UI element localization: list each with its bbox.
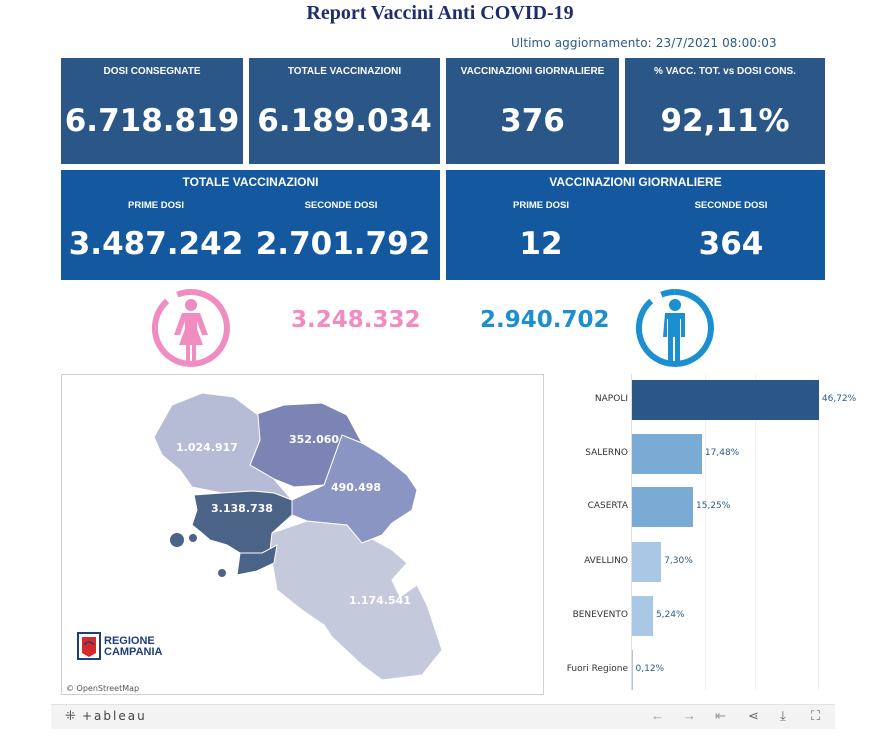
chart-gridline bbox=[705, 374, 706, 690]
logo-line1: REGIONE bbox=[104, 635, 155, 647]
kpi-value: 6.718.819 bbox=[64, 103, 240, 139]
male-count: 2.940.702 bbox=[480, 307, 610, 333]
bar-value-label: 0,12% bbox=[635, 664, 665, 674]
province-bar-chart: NAPOLI 46,72% SALERNO 17,48% CASERTA 15,25% AV… bbox=[550, 374, 856, 694]
bar-value-label: 46,72% bbox=[821, 394, 857, 404]
chart-axis-line bbox=[631, 374, 632, 690]
seconde-dosi-label: SECONDE DOSI bbox=[694, 200, 768, 211]
bar-label: Fuori Regione bbox=[566, 664, 628, 674]
bar[interactable] bbox=[632, 650, 633, 690]
bar-value-label: 17,48% bbox=[704, 448, 740, 458]
page-title: Report Vaccini Anti COVID-19 bbox=[306, 2, 574, 24]
prime-dosi-value: 3.487.242 bbox=[68, 226, 244, 262]
bar-label: NAPOLI bbox=[594, 394, 628, 404]
vaccinazioni-giornaliere-box: VACCINAZIONI GIORNALIERE PRIME DOSI SECO… bbox=[446, 170, 825, 280]
kpi-value: 92,11% bbox=[660, 103, 790, 139]
kpi-totale-vaccinazioni: TOTALE VACCINAZIONI 6.189.034 bbox=[249, 58, 440, 164]
download-icon[interactable]: ⤓ bbox=[780, 708, 786, 723]
map-panel[interactable]: 1.024.917 352.060 490.498 3.138.738 1.17… bbox=[61, 374, 544, 695]
kpi-label: DOSI CONSEGNATE bbox=[103, 66, 201, 77]
bar-value-label: 7,30% bbox=[664, 556, 693, 566]
province-salerno bbox=[269, 520, 443, 681]
bar[interactable] bbox=[632, 542, 662, 582]
label-salerno: 1.174.541 bbox=[349, 594, 411, 607]
seconde-dosi-value: 364 bbox=[698, 226, 764, 262]
bar-value-label: 5,24% bbox=[655, 610, 685, 620]
label-caserta: 1.024.917 bbox=[176, 441, 238, 454]
kpi-value: 376 bbox=[500, 103, 565, 139]
label-benevento: 352.060 bbox=[289, 433, 339, 446]
bar[interactable] bbox=[632, 596, 653, 636]
chart-gridline bbox=[818, 374, 819, 690]
undo-icon[interactable]: ← bbox=[651, 708, 664, 723]
box-header: TOTALE VACCINAZIONI bbox=[182, 175, 319, 189]
kpi-label: TOTALE VACCINAZIONI bbox=[287, 66, 402, 77]
bar[interactable] bbox=[632, 380, 819, 420]
seconde-dosi-value: 2.701.792 bbox=[255, 226, 431, 262]
totale-vaccinazioni-box: TOTALE VACCINAZIONI PRIME DOSI SECONDE D… bbox=[61, 170, 440, 280]
kpi-value: 6.189.034 bbox=[257, 103, 432, 139]
seconde-dosi-label: SECONDE DOSI bbox=[304, 200, 378, 211]
kpi-percentuale: % VACC. TOT. vs DOSI CONS. 92,11% bbox=[625, 58, 825, 164]
label-avellino: 490.498 bbox=[331, 481, 381, 494]
bar-label: CASERTA bbox=[587, 501, 628, 511]
regione-campania-logo: REGIONE CAMPANIA bbox=[77, 632, 163, 660]
fullscreen-icon[interactable]: ⛶ bbox=[811, 708, 821, 723]
bar-label: AVELLINO bbox=[584, 556, 628, 566]
female-count: 3.248.332 bbox=[291, 307, 421, 333]
label-napoli: 3.138.738 bbox=[211, 502, 273, 515]
bar-label: SALERNO bbox=[585, 448, 628, 458]
campania-map[interactable]: 1.024.917 352.060 490.498 3.138.738 1.17… bbox=[62, 375, 543, 694]
logo-line2: CAMPANIA bbox=[104, 646, 163, 658]
female-icon bbox=[152, 289, 230, 367]
revert-icon[interactable]: ⇤ bbox=[715, 708, 726, 723]
redo-icon[interactable]: → bbox=[683, 708, 696, 723]
kpi-label: VACCINAZIONI GIORNALIERE bbox=[460, 66, 605, 77]
map-credit[interactable]: © OpenStreetMap bbox=[66, 684, 139, 693]
kpi-vaccinazioni-giornaliere: VACCINAZIONI GIORNALIERE 376 bbox=[446, 58, 619, 164]
tableau-logo[interactable]: +ableau bbox=[82, 709, 147, 723]
tableau-logo-icon[interactable]: ⁜ bbox=[65, 708, 76, 723]
bar-label: BENEVENTO bbox=[572, 610, 628, 620]
chart-gridline bbox=[755, 374, 756, 690]
tableau-toolbar: ⁜ +ableau ← → ⇤ ⋖ ⤓ ⛶ bbox=[51, 704, 835, 729]
prime-dosi-label: PRIME DOSI bbox=[513, 200, 569, 211]
male-icon bbox=[636, 289, 714, 367]
box-header: VACCINAZIONI GIORNALIERE bbox=[549, 175, 722, 189]
bar[interactable] bbox=[632, 487, 693, 527]
prime-dosi-label: PRIME DOSI bbox=[128, 200, 184, 211]
last-updated: Ultimo aggiornamento: 23/7/2021 08:00:03 bbox=[511, 36, 777, 50]
prime-dosi-value: 12 bbox=[519, 226, 563, 262]
kpi-dosi-consegnate: DOSI CONSEGNATE 6.718.819 bbox=[61, 58, 243, 164]
bar-value-label: 15,25% bbox=[696, 501, 731, 511]
bar[interactable] bbox=[632, 434, 702, 474]
kpi-label: % VACC. TOT. vs DOSI CONS. bbox=[654, 66, 796, 77]
share-icon[interactable]: ⋖ bbox=[748, 708, 759, 723]
